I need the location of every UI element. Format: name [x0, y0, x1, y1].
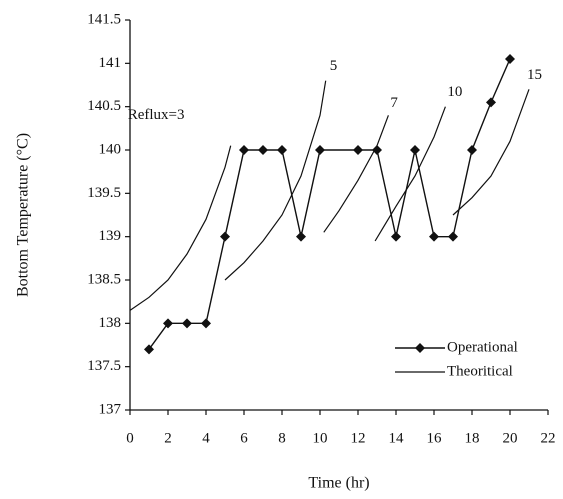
legend-marker: [415, 343, 425, 353]
x-axis-title: Time (hr): [308, 475, 369, 492]
data-point: [163, 318, 173, 329]
data-point: [486, 97, 496, 108]
curve-label: 15: [527, 67, 542, 83]
data-point: [201, 318, 211, 329]
data-point: [410, 145, 420, 155]
data-point: [372, 145, 382, 155]
curve-label: 5: [330, 58, 338, 74]
x-tick-label: 16: [427, 430, 443, 446]
data-point: [467, 145, 477, 155]
data-point: [220, 231, 230, 242]
data-point: [429, 231, 439, 242]
theoretical-curve: [129, 145, 232, 311]
x-tick-label: 22: [541, 430, 556, 446]
data-point: [277, 145, 287, 155]
y-tick-label: 140.5: [87, 98, 121, 114]
x-tick-label: 12: [351, 430, 366, 446]
data-point: [296, 231, 306, 242]
data-point: [239, 145, 249, 155]
y-tick-label: 140: [99, 141, 122, 157]
data-point: [315, 145, 325, 155]
y-tick-label: 138: [99, 315, 122, 331]
theoretical-curve: [323, 115, 389, 233]
y-tick-label: 137: [99, 401, 122, 417]
data-point: [505, 54, 515, 64]
data-point: [182, 318, 192, 329]
data-point: [448, 231, 458, 242]
x-tick-label: 0: [126, 430, 134, 446]
x-tick-label: 2: [164, 430, 172, 446]
theoretical-curve: [452, 89, 530, 216]
y-axis-title: Bottom Temperature (°C): [15, 133, 32, 297]
data-point: [391, 231, 401, 242]
y-tick-label: 138.5: [87, 271, 121, 287]
data-point: [353, 145, 363, 155]
theoretical-curve: [374, 106, 446, 242]
x-tick-label: 14: [389, 430, 405, 446]
y-tick-label: 139: [99, 228, 122, 244]
x-tick-label: 8: [278, 430, 286, 446]
x-tick-label: 18: [465, 430, 480, 446]
data-point: [258, 145, 268, 155]
y-tick-label: 141: [99, 55, 122, 71]
x-tick-label: 6: [240, 430, 248, 446]
series-line: [148, 58, 511, 350]
legend-label: Operational: [447, 339, 518, 355]
x-tick-label: 10: [313, 430, 328, 446]
data-point: [144, 344, 154, 355]
legend-label: Theoritical: [447, 363, 513, 379]
y-tick-label: 139.5: [87, 185, 121, 201]
curve-label: 7: [390, 95, 398, 111]
x-tick-label: 4: [202, 430, 210, 446]
theoretical-curve: [224, 80, 327, 281]
y-tick-label: 141.5: [87, 11, 121, 27]
curve-label: 10: [447, 84, 462, 100]
y-tick-label: 137.5: [87, 358, 121, 374]
x-tick-label: 20: [503, 430, 518, 446]
curve-label: Reflux=3: [128, 107, 185, 123]
